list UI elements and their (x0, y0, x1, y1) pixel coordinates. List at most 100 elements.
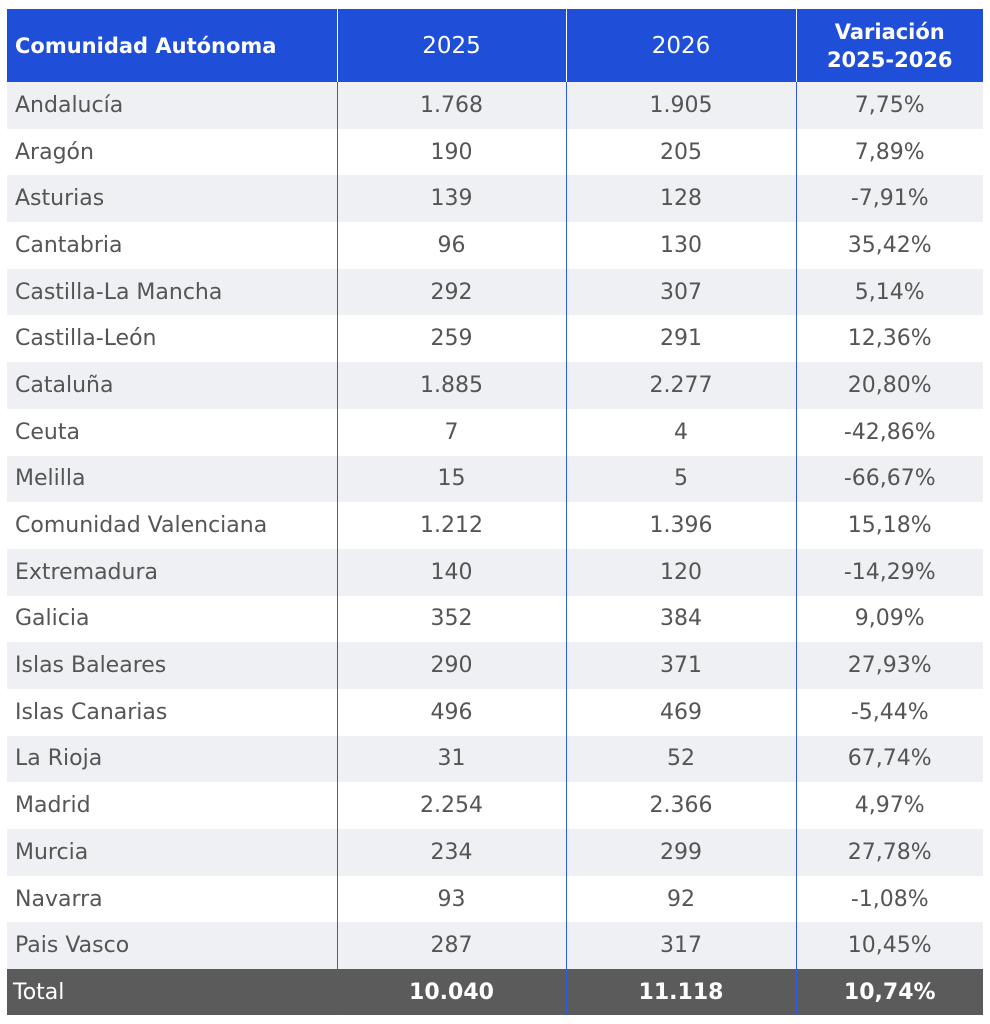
table-row: Islas Canarias 496 469 -5,44% (7, 688, 983, 736)
table-row: Ceuta 7 4 -42,86% (7, 408, 983, 456)
region-cell: Navarra (7, 875, 337, 923)
value-2025-cell: 496 (336, 688, 566, 736)
value-2026-cell: 371 (565, 642, 796, 689)
variation-cell: 35,42% (795, 222, 983, 269)
variation-cell: 27,78% (795, 829, 983, 876)
table-row: Comunidad Valenciana 1.212 1.396 15,18% (7, 502, 983, 549)
variation-cell: -5,44% (795, 688, 983, 736)
region-cell: Aragón (7, 128, 337, 176)
region-cell: Cataluña (7, 362, 337, 409)
variation-cell: 7,75% (795, 82, 983, 129)
region-cell: Extremadura (7, 548, 337, 596)
value-2025-cell: 287 (336, 922, 566, 970)
table-row: Cantabria 96 130 35,42% (7, 222, 983, 269)
value-2026-cell: 92 (565, 875, 796, 923)
value-2025-cell: 352 (336, 595, 566, 643)
region-cell: Pais Vasco (7, 922, 337, 970)
variation-cell: -66,67% (795, 455, 983, 503)
value-2026-cell: 2.277 (565, 362, 796, 409)
variation-cell: 7,89% (795, 128, 983, 176)
table-row: Madrid 2.254 2.366 4,97% (7, 782, 983, 829)
value-2026-cell: 1.396 (565, 502, 796, 549)
total-2026: 11.118 (565, 969, 796, 1016)
variation-cell: 20,80% (795, 362, 983, 409)
region-cell: Comunidad Valenciana (7, 502, 337, 549)
value-2025-cell: 2.254 (336, 782, 566, 829)
value-2026-cell: 291 (565, 315, 796, 363)
region-cell: Madrid (7, 782, 337, 829)
total-row: Total 10.040 11.118 10,74% (7, 969, 983, 1016)
value-2026-cell: 128 (565, 175, 796, 223)
value-2025-cell: 7 (336, 408, 566, 456)
region-cell: Murcia (7, 829, 337, 876)
region-cell: Andalucía (7, 82, 337, 129)
value-2025-cell: 292 (336, 268, 566, 316)
value-2025-cell: 1.768 (336, 82, 566, 129)
variation-cell: 12,36% (795, 315, 983, 363)
table-row: Navarra 93 92 -1,08% (7, 875, 983, 923)
value-2025-cell: 234 (336, 829, 566, 876)
table-row: La Rioja 31 52 67,74% (7, 735, 983, 783)
total-variation: 10,74% (795, 969, 983, 1016)
table-row: Aragón 190 205 7,89% (7, 128, 983, 176)
value-2025-cell: 1.212 (336, 502, 566, 549)
data-table-container: Comunidad Autónoma 2025 2026 Variación 2… (7, 9, 983, 1016)
total-label: Total (7, 969, 337, 1016)
region-cell: Melilla (7, 455, 337, 503)
table-row: Castilla-La Mancha 292 307 5,14% (7, 268, 983, 316)
header-variation-line2: 2025-2026 (826, 47, 953, 72)
variation-cell: -7,91% (795, 175, 983, 223)
table-row: Melilla 15 5 -66,67% (7, 455, 983, 503)
value-2025-cell: 93 (336, 875, 566, 923)
value-2025-cell: 96 (336, 222, 566, 269)
header-region: Comunidad Autónoma (7, 9, 337, 82)
variation-cell: 5,14% (795, 268, 983, 316)
region-cell: Ceuta (7, 408, 337, 456)
table-row: Islas Baleares 290 371 27,93% (7, 642, 983, 689)
variation-cell: 4,97% (795, 782, 983, 829)
header-2025: 2025 (336, 9, 566, 82)
variation-cell: -14,29% (795, 548, 983, 596)
value-2026-cell: 299 (565, 829, 796, 876)
variation-cell: 15,18% (795, 502, 983, 549)
value-2026-cell: 205 (565, 128, 796, 176)
value-2025-cell: 290 (336, 642, 566, 689)
regions-table: Comunidad Autónoma 2025 2026 Variación 2… (7, 9, 983, 1016)
variation-cell: 67,74% (795, 735, 983, 783)
value-2026-cell: 52 (565, 735, 796, 783)
region-cell: Castilla-La Mancha (7, 268, 337, 316)
value-2025-cell: 31 (336, 735, 566, 783)
header-variation: Variación 2025-2026 (795, 9, 983, 82)
value-2026-cell: 307 (565, 268, 796, 316)
value-2026-cell: 469 (565, 688, 796, 736)
value-2025-cell: 259 (336, 315, 566, 363)
value-2025-cell: 1.885 (336, 362, 566, 409)
table-row: Andalucía 1.768 1.905 7,75% (7, 82, 983, 129)
region-cell: Cantabria (7, 222, 337, 269)
table-row: Asturias 139 128 -7,91% (7, 175, 983, 223)
variation-cell: 9,09% (795, 595, 983, 643)
value-2026-cell: 317 (565, 922, 796, 970)
table-row: Murcia 234 299 27,78% (7, 829, 983, 876)
table-row: Galicia 352 384 9,09% (7, 595, 983, 643)
region-cell: Islas Baleares (7, 642, 337, 689)
variation-cell: -1,08% (795, 875, 983, 923)
variation-cell: -42,86% (795, 408, 983, 456)
variation-cell: 27,93% (795, 642, 983, 689)
value-2026-cell: 120 (565, 548, 796, 596)
value-2025-cell: 15 (336, 455, 566, 503)
table-row: Castilla-León 259 291 12,36% (7, 315, 983, 363)
region-cell: Galicia (7, 595, 337, 643)
header-variation-line1: Variación (834, 19, 945, 44)
table-row: Cataluña 1.885 2.277 20,80% (7, 362, 983, 409)
value-2025-cell: 139 (336, 175, 566, 223)
value-2026-cell: 5 (565, 455, 796, 503)
table-row: Pais Vasco 287 317 10,45% (7, 922, 983, 970)
region-cell: Asturias (7, 175, 337, 223)
table-row: Extremadura 140 120 -14,29% (7, 548, 983, 596)
table-header-row: Comunidad Autónoma 2025 2026 Variación 2… (7, 9, 983, 82)
header-2026: 2026 (565, 9, 796, 82)
value-2025-cell: 190 (336, 128, 566, 176)
value-2026-cell: 4 (565, 408, 796, 456)
value-2025-cell: 140 (336, 548, 566, 596)
